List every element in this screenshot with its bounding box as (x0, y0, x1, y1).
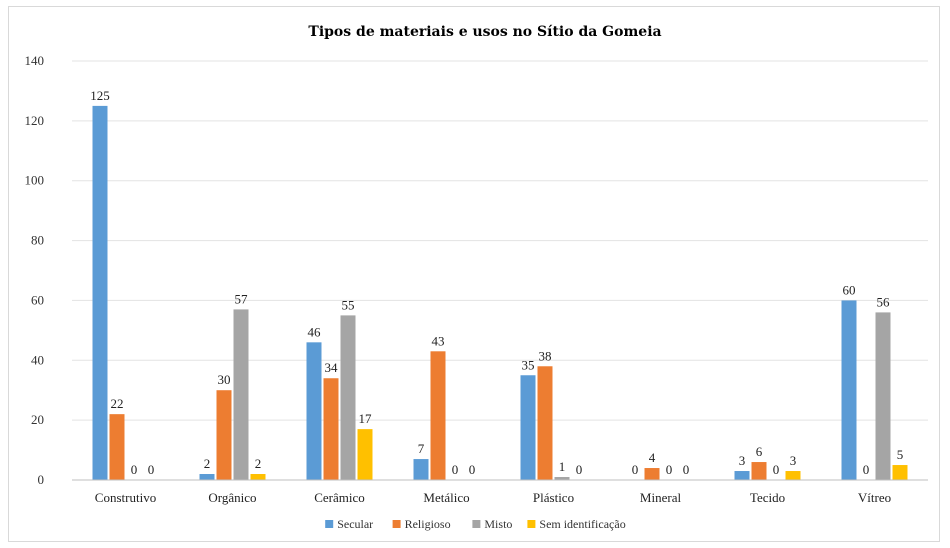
data-label: 6 (756, 444, 763, 459)
data-label: 0 (131, 462, 138, 477)
data-label: 0 (148, 462, 155, 477)
data-label: 38 (539, 348, 552, 363)
bar (340, 315, 356, 480)
bar (537, 366, 553, 480)
chart-title: Tipos de materiais e usos no Sítio da Go… (308, 24, 661, 40)
data-label: 57 (235, 291, 249, 306)
bar (554, 477, 570, 480)
y-tick-label: 100 (25, 173, 45, 188)
data-label: 0 (576, 462, 583, 477)
x-category-label: Metálico (423, 490, 469, 505)
y-tick-label: 40 (31, 352, 44, 367)
data-label: 35 (522, 357, 535, 372)
data-label: 0 (683, 462, 690, 477)
data-label: 0 (452, 462, 459, 477)
data-label: 46 (308, 324, 322, 339)
data-label: 0 (632, 462, 639, 477)
bar (892, 465, 908, 480)
x-category-label: Mineral (640, 490, 682, 505)
legend-swatch (472, 520, 481, 528)
data-label: 4 (649, 450, 656, 465)
x-category-label: Construtivo (95, 490, 156, 505)
bar (306, 342, 322, 480)
bar (109, 414, 125, 480)
x-category-label: Tecido (750, 490, 785, 505)
legend-label: Sem identificação (539, 517, 625, 531)
y-tick-label: 0 (38, 472, 45, 487)
y-axis-ticks: 0 20 40 60 80 100 120 140 (25, 53, 45, 487)
bar (751, 462, 767, 480)
y-tick-label: 60 (31, 292, 44, 307)
data-label: 2 (255, 456, 262, 471)
legend-swatch (392, 520, 401, 528)
data-label: 0 (666, 462, 673, 477)
data-label: 125 (90, 88, 110, 103)
bar (357, 429, 373, 480)
legend-label: Secular (337, 517, 373, 531)
data-label: 0 (773, 462, 780, 477)
data-label: 30 (218, 372, 231, 387)
data-label: 55 (342, 297, 355, 312)
legend-swatch (527, 520, 536, 528)
data-label: 34 (325, 360, 339, 375)
data-label: 60 (843, 282, 856, 297)
y-tick-label: 120 (25, 113, 45, 128)
data-label: 2 (204, 456, 211, 471)
data-label: 0 (863, 462, 870, 477)
legend-label: Religioso (405, 517, 451, 531)
data-label: 17 (359, 411, 373, 426)
data-label: 1 (559, 459, 566, 474)
bar (413, 459, 429, 480)
legend-swatch (325, 520, 334, 528)
data-label: 5 (897, 447, 904, 462)
data-label: 22 (111, 396, 124, 411)
chart-frame (8, 6, 940, 542)
gridlines (72, 60, 928, 421)
legend: Secular Religioso Misto Sem identificação (325, 517, 626, 531)
bar (233, 309, 249, 480)
bar (216, 390, 232, 480)
bar (92, 105, 108, 481)
bar (520, 375, 536, 480)
x-category-label: Cerâmico (314, 490, 365, 505)
x-axis-categories: Construtivo Orgânico Cerâmico Metálico Plást… (95, 490, 891, 505)
bar (841, 300, 857, 480)
bar (199, 474, 215, 480)
x-category-label: Orgânico (208, 490, 256, 505)
bars (92, 105, 908, 481)
bar (734, 471, 750, 480)
data-label: 7 (418, 441, 425, 456)
bar (430, 351, 446, 480)
data-label: 43 (432, 333, 445, 348)
bar (250, 474, 266, 480)
data-label: 3 (739, 453, 746, 468)
bar (875, 312, 891, 480)
x-category-label: Vítreo (858, 490, 891, 505)
y-tick-label: 140 (25, 53, 45, 68)
y-tick-label: 20 (31, 412, 44, 427)
bar (323, 378, 339, 480)
bar (785, 471, 801, 480)
bar (644, 468, 660, 480)
data-label: 56 (877, 294, 891, 309)
legend-label: Misto (484, 517, 512, 531)
y-tick-label: 80 (31, 233, 44, 248)
data-label: 0 (469, 462, 476, 477)
x-category-label: Plástico (533, 490, 574, 505)
data-label: 3 (790, 453, 797, 468)
